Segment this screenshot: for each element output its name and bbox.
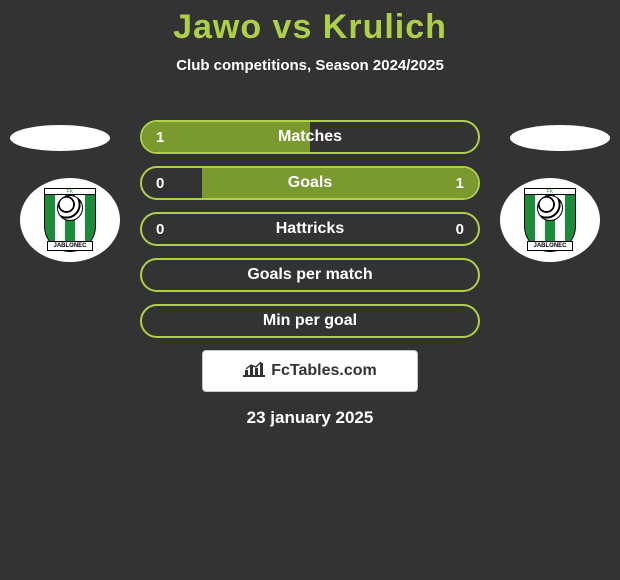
stat-right-value: 1 [456, 175, 464, 192]
stat-left-value: 0 [156, 221, 164, 238]
club-logo-right: FK JABLONEC [500, 178, 600, 262]
stat-row-min-per-goal: Min per goal [140, 304, 480, 338]
stat-row-goals: 0 Goals 1 [140, 166, 480, 200]
stat-label: Goals per match [247, 266, 372, 284]
soccer-ball-icon [57, 195, 83, 221]
stat-row-hattricks: 0 Hattricks 0 [140, 212, 480, 246]
stat-label: Hattricks [276, 220, 344, 238]
soccer-ball-icon [537, 195, 563, 221]
stat-label: Goals [288, 174, 332, 192]
crest-banner-label: JABLONEC [527, 241, 573, 251]
stat-right-value: 0 [456, 221, 464, 238]
chart-icon [243, 360, 265, 383]
crest-icon: FK JABLONEC [520, 185, 580, 255]
watermark-text: FcTables.com [271, 362, 377, 380]
watermark[interactable]: FcTables.com [202, 350, 418, 392]
stats-container: 1 Matches 0 Goals 1 0 Hattricks 0 Goals … [140, 120, 480, 428]
club-logo-left: FK JABLONEC [20, 178, 120, 262]
page-title: Jawo vs Krulich [0, 0, 620, 47]
stat-row-goals-per-match: Goals per match [140, 258, 480, 292]
stat-left-value: 0 [156, 175, 164, 192]
stat-label: Matches [278, 128, 342, 146]
crest-icon: FK JABLONEC [40, 185, 100, 255]
player-silhouette-left [10, 125, 110, 151]
stat-label: Min per goal [263, 312, 357, 330]
stat-row-matches: 1 Matches [140, 120, 480, 154]
crest-banner-label: JABLONEC [47, 241, 93, 251]
page-subtitle: Club competitions, Season 2024/2025 [0, 57, 620, 74]
stat-left-value: 1 [156, 129, 164, 146]
stat-fill-right [202, 168, 478, 198]
footer-date: 23 january 2025 [140, 408, 480, 428]
player-silhouette-right [510, 125, 610, 151]
